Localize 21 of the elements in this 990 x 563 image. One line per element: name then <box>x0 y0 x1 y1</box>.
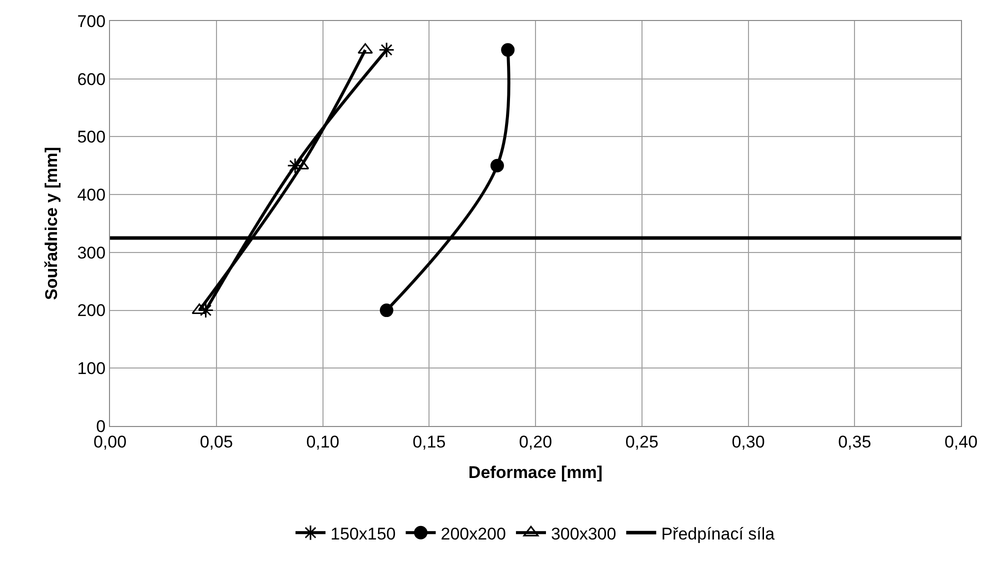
x-tick-label: 0,35 <box>838 432 872 452</box>
y-tick-label: 400 <box>77 186 106 205</box>
legend-label: 300x300 <box>550 524 616 544</box>
x-tick-label: 0,25 <box>625 432 658 452</box>
y-tick-label: 600 <box>77 70 106 89</box>
y-tick-label: 700 <box>77 12 106 31</box>
x-tick-label: 0,15 <box>412 432 446 452</box>
x-tick-label: 0,20 <box>518 432 552 452</box>
x-tick-label: 0,05 <box>200 432 233 452</box>
y-tick-label: 200 <box>77 301 106 320</box>
y-axis-title: Souřadnice y [mm] <box>42 146 61 300</box>
legend-label: 200x200 <box>440 524 506 544</box>
legend-label: Předpínací síla <box>661 524 776 544</box>
y-tick-label: 500 <box>77 128 106 147</box>
legend-label: 150x150 <box>330 524 396 544</box>
y-tick-label: 100 <box>77 359 106 378</box>
x-tick-label: 0,10 <box>306 432 340 452</box>
x-tick-label: 0,30 <box>732 432 765 452</box>
x-tick-label: 0,40 <box>944 432 978 452</box>
x-axis-title: Deformace [mm] <box>468 462 603 482</box>
y-tick-label: 300 <box>77 243 106 262</box>
